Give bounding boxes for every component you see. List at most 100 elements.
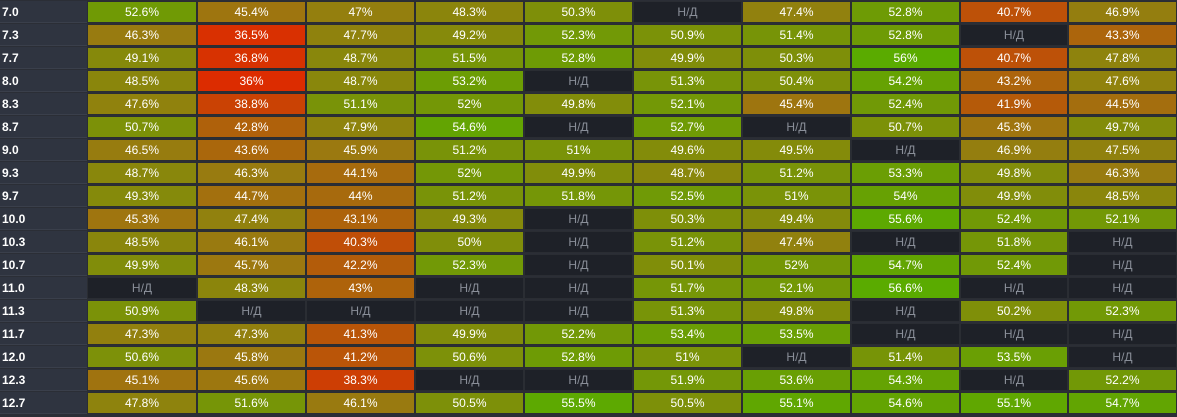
heatmap-cell: 49.9% xyxy=(87,254,197,276)
heatmap-cell: 51.2% xyxy=(415,139,524,161)
heatmap-cell: 52.4% xyxy=(851,93,960,115)
heatmap-cell: 52.1% xyxy=(742,277,851,299)
heatmap-cell: 52.2% xyxy=(1068,369,1177,391)
heatmap-cell: 51.4% xyxy=(742,24,851,46)
heatmap-cell: 50.1% xyxy=(633,254,742,276)
heatmap-cell: 51.2% xyxy=(633,231,742,253)
heatmap-cell: 45.4% xyxy=(742,93,851,115)
heatmap-cell: 49.5% xyxy=(742,139,851,161)
heatmap-cell: 49.9% xyxy=(960,185,1068,207)
heatmap-cell: 55.5% xyxy=(524,392,633,414)
heatmap-cell: 52.8% xyxy=(524,346,633,368)
heatmap-cell: 47.6% xyxy=(1068,70,1177,92)
heatmap-cell: 48.7% xyxy=(633,162,742,184)
table-row: 11.7 47.3% 47.3% 41.3% 49.9% 52.2% 53.4% 53.5% Н… xyxy=(0,323,1177,345)
heatmap-cell: 54.6% xyxy=(415,116,524,138)
row-header: 7.0 xyxy=(0,1,87,23)
heatmap-cell: 48.3% xyxy=(415,1,524,23)
table-row: 8.3 47.6% 38.8% 51.1% 52% 49.8% 52.1% 45.4% 52.4… xyxy=(0,93,1177,115)
heatmap-cell: 52.3% xyxy=(524,24,633,46)
heatmap-cell: 49.1% xyxy=(87,47,197,69)
heatmap-cell: 53.2% xyxy=(415,70,524,92)
table-row: 7.0 52.6% 45.4% 47% 48.3% 50.3% Н/Д 47.4% 52.8% 4… xyxy=(0,1,1177,23)
heatmap-cell: 50.5% xyxy=(633,392,742,414)
heatmap-cell: 53.4% xyxy=(633,323,742,345)
heatmap-cell: 52% xyxy=(415,162,524,184)
heatmap-cell: 50.6% xyxy=(87,346,197,368)
heatmap-cell: Н/Д xyxy=(1068,277,1177,299)
heatmap-cell: Н/Д xyxy=(851,139,960,161)
heatmap-cell: 51.2% xyxy=(415,185,524,207)
heatmap-cell: Н/Д xyxy=(851,231,960,253)
heatmap-cell: 38.3% xyxy=(306,369,415,391)
heatmap-cell: 50.5% xyxy=(415,392,524,414)
row-header: 8.7 xyxy=(0,116,87,138)
table-row: 12.3 45.1% 45.6% 38.3% Н/Д Н/Д 51.9% 53.6% 54.3%… xyxy=(0,369,1177,391)
heatmap-cell: 53.6% xyxy=(742,369,851,391)
heatmap-cell: 47.3% xyxy=(197,323,306,345)
heatmap-cell: 44% xyxy=(306,185,415,207)
heatmap-cell: 45.3% xyxy=(960,116,1068,138)
heatmap-cell: 47.4% xyxy=(197,208,306,230)
heatmap-cell: 52.7% xyxy=(633,116,742,138)
heatmap-cell: 43% xyxy=(306,277,415,299)
heatmap-cell: 50% xyxy=(415,231,524,253)
row-header: 8.0 xyxy=(0,70,87,92)
row-header: 10.7 xyxy=(0,254,87,276)
table-row: 8.0 48.5% 36% 48.7% 53.2% Н/Д 51.3% 50.4% 54.2% 4… xyxy=(0,70,1177,92)
table-row: 9.3 48.7% 46.3% 44.1% 52% 49.9% 48.7% 51.2% 53.3… xyxy=(0,162,1177,184)
heatmap-cell: 49.4% xyxy=(742,208,851,230)
row-header: 9.0 xyxy=(0,139,87,161)
row-header: 7.3 xyxy=(0,24,87,46)
heatmap-cell: 49.9% xyxy=(415,323,524,345)
heatmap-cell: 50.3% xyxy=(524,1,633,23)
heatmap-cell: Н/Д xyxy=(1068,254,1177,276)
heatmap-cell: 49.8% xyxy=(960,162,1068,184)
heatmap-cell: 49.9% xyxy=(524,162,633,184)
heatmap-cell: 40.7% xyxy=(960,1,1068,23)
heatmap-cell: Н/Д xyxy=(524,300,633,322)
heatmap-cell: 46.3% xyxy=(87,24,197,46)
heatmap-cell: 47.4% xyxy=(742,231,851,253)
heatmap-cell: Н/Д xyxy=(742,346,851,368)
heatmap-cell: 51.8% xyxy=(960,231,1068,253)
table-row: 10.0 45.3% 47.4% 43.1% 49.3% Н/Д 50.3% 49.4% 55.… xyxy=(0,208,1177,230)
heatmap-cell: Н/Д xyxy=(1068,231,1177,253)
row-header: 8.3 xyxy=(0,93,87,115)
heatmap-cell: 55.1% xyxy=(960,392,1068,414)
heatmap-cell: Н/Д xyxy=(851,300,960,322)
heatmap-cell: 38.8% xyxy=(197,93,306,115)
row-header: 7.7 xyxy=(0,47,87,69)
heatmap-cell: 51.5% xyxy=(415,47,524,69)
heatmap-cell: 43.1% xyxy=(306,208,415,230)
heatmap-cell: 46.9% xyxy=(1068,1,1177,23)
heatmap-cell: 53.5% xyxy=(960,346,1068,368)
heatmap-cell: Н/Д xyxy=(415,369,524,391)
heatmap-cell: Н/Д xyxy=(524,208,633,230)
heatmap-cell: 41.2% xyxy=(306,346,415,368)
table-row: 9.0 46.5% 43.6% 45.9% 51.2% 51% 49.6% 49.5% Н/Д 4… xyxy=(0,139,1177,161)
heatmap-cell: 49.8% xyxy=(524,93,633,115)
heatmap-cell: Н/Д xyxy=(415,277,524,299)
heatmap-cell: 55.6% xyxy=(851,208,960,230)
row-header: 12.3 xyxy=(0,369,87,391)
heatmap-cell: 47.7% xyxy=(306,24,415,46)
heatmap-cell: 49.3% xyxy=(415,208,524,230)
heatmap-cell: 54.6% xyxy=(851,392,960,414)
heatmap-cell: 54% xyxy=(851,185,960,207)
heatmap-cell: 47.4% xyxy=(742,1,851,23)
heatmap-cell: 55.1% xyxy=(742,392,851,414)
heatmap-cell: Н/Д xyxy=(524,277,633,299)
heatmap-cell: 45.1% xyxy=(87,369,197,391)
heatmap-cell: 50.6% xyxy=(415,346,524,368)
heatmap-cell: Н/Д xyxy=(524,369,633,391)
heatmap-cell: 51.8% xyxy=(524,185,633,207)
row-header: 9.7 xyxy=(0,185,87,207)
heatmap-cell: 45.8% xyxy=(197,346,306,368)
heatmap-cell: Н/Д xyxy=(960,323,1068,345)
heatmap-cell: 36.8% xyxy=(197,47,306,69)
heatmap-cell: 51.4% xyxy=(851,346,960,368)
heatmap-cell: 44.1% xyxy=(306,162,415,184)
heatmap-cell: 36.5% xyxy=(197,24,306,46)
